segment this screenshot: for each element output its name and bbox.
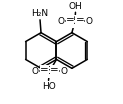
Text: O: O — [57, 17, 64, 26]
Text: O: O — [86, 17, 93, 26]
Text: =: = — [40, 65, 49, 75]
Text: S: S — [46, 66, 53, 76]
Text: HO: HO — [42, 82, 55, 91]
Text: O: O — [32, 67, 39, 76]
Text: OH: OH — [69, 2, 82, 11]
Text: H₂N: H₂N — [31, 9, 49, 18]
Text: =: = — [76, 15, 84, 25]
Text: S: S — [72, 16, 78, 26]
Text: O: O — [60, 67, 67, 76]
Text: =: = — [66, 15, 74, 25]
Text: =: = — [50, 65, 59, 75]
